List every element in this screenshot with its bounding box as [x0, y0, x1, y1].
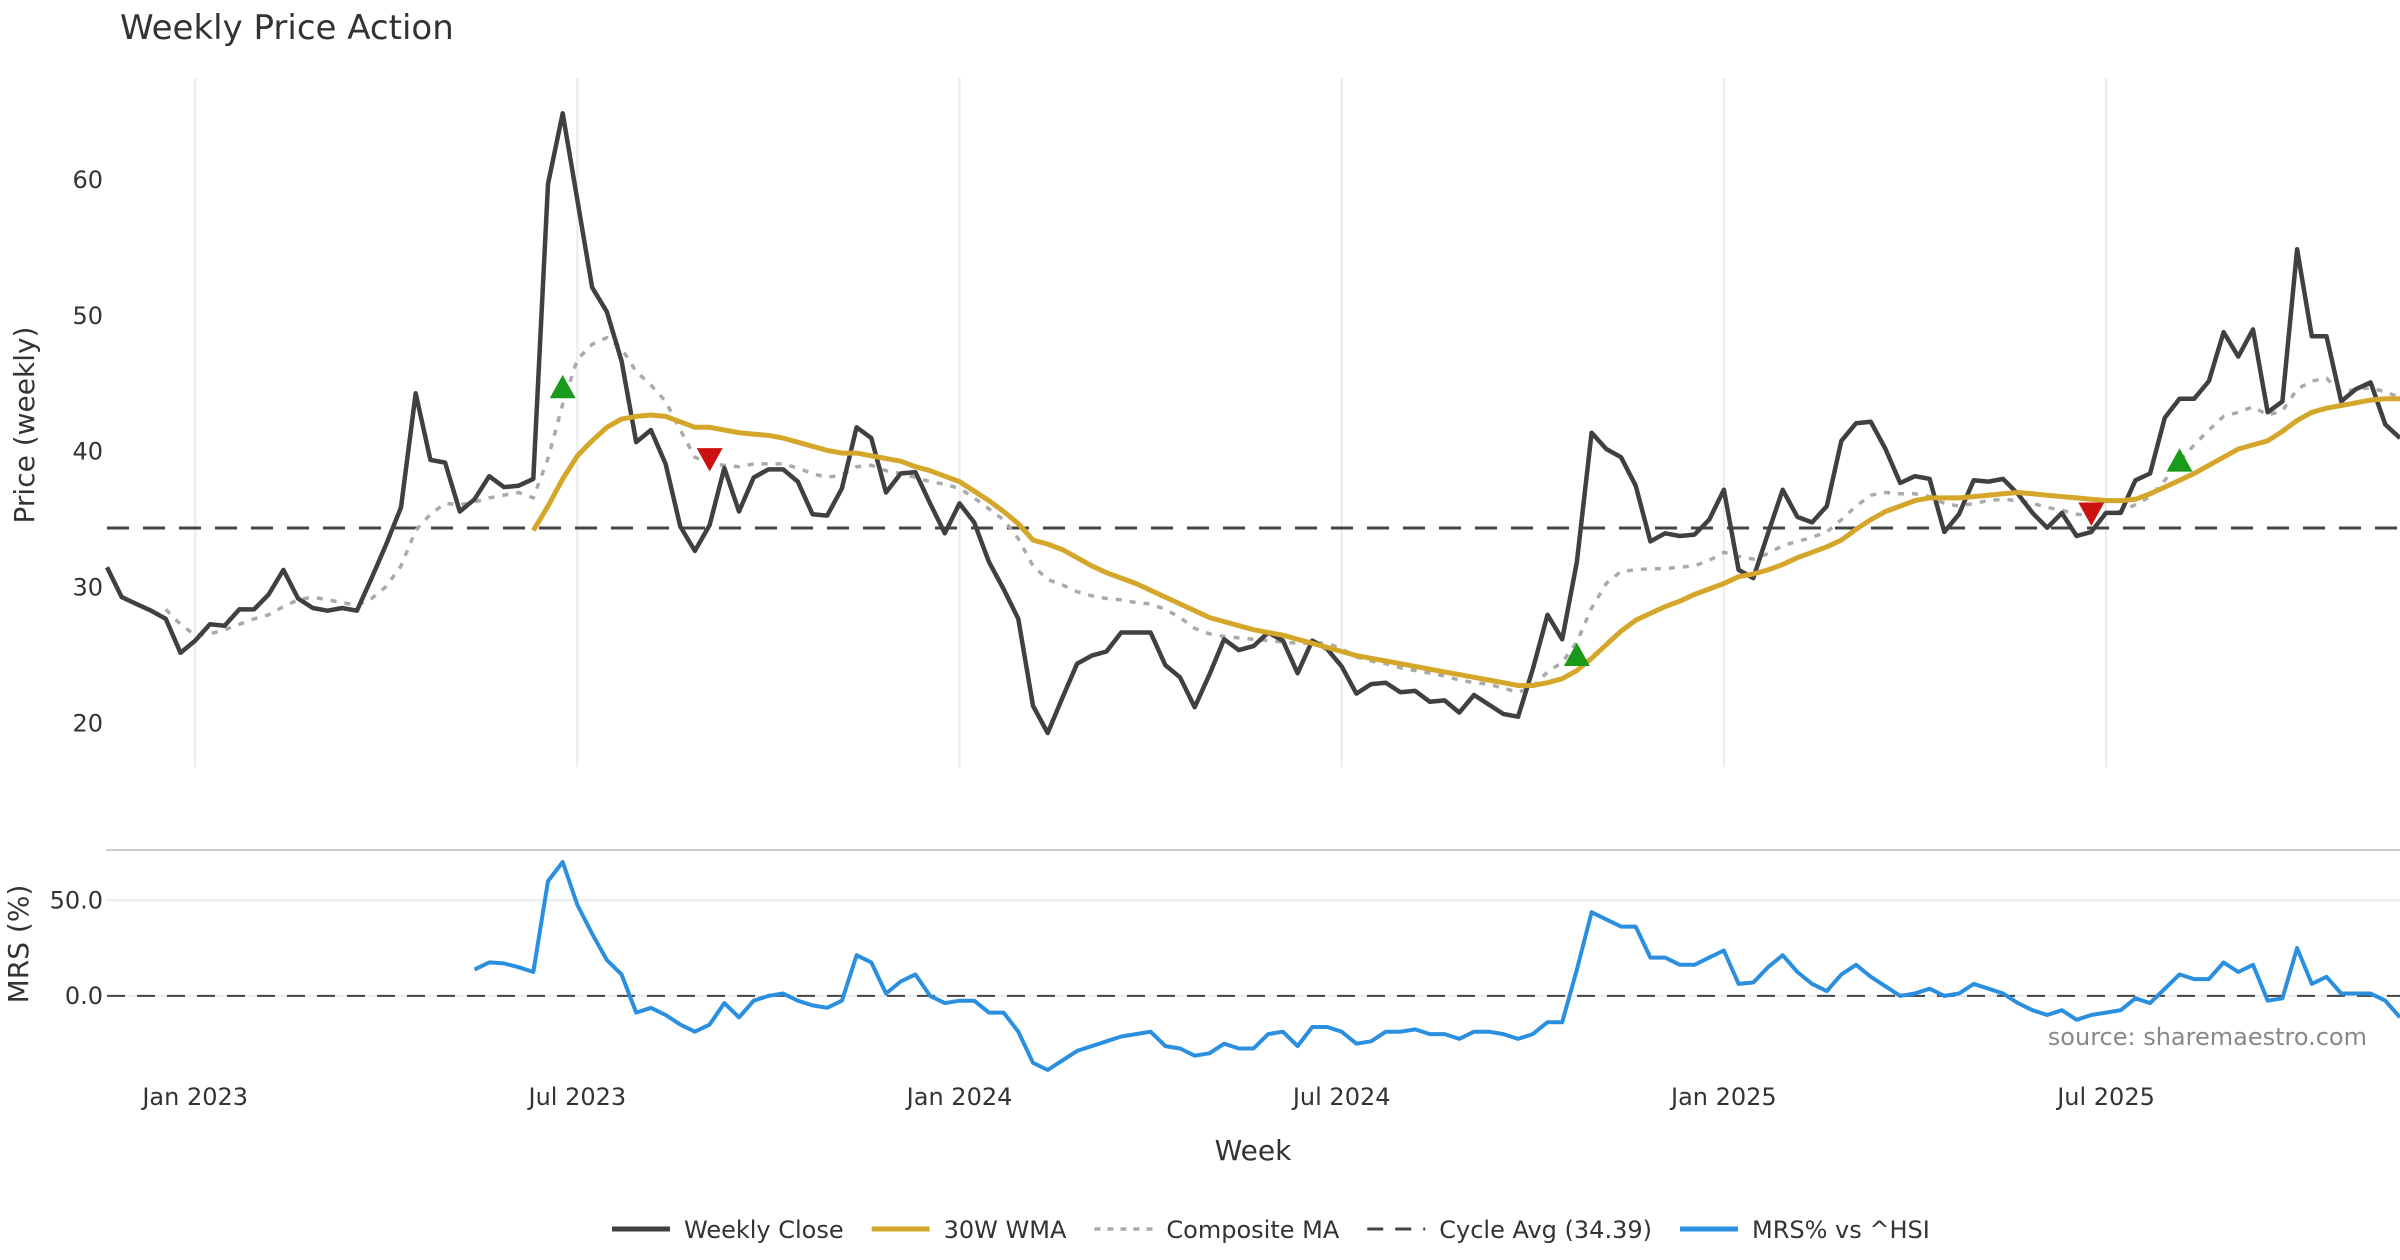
- x-tick-label: Jul 2024: [1291, 1083, 1391, 1111]
- main-series: [104, 111, 2400, 736]
- mrs-y-ticks: 0.0 50.0: [50, 886, 103, 1010]
- main-y-tick-label: 40: [72, 438, 103, 466]
- main-y-ticks: 20 30 40 50 60: [72, 166, 103, 738]
- buy-signal-marker: [549, 374, 576, 399]
- x-tick-label: Jan 2024: [905, 1083, 1013, 1111]
- main-y-tick-label: 50: [72, 302, 103, 330]
- x-tick-label: Jan 2023: [140, 1083, 248, 1111]
- series-line-2: [164, 335, 2400, 695]
- legend-label: MRS% vs ^HSI: [1752, 1216, 1930, 1244]
- legend-label: Cycle Avg (34.39): [1439, 1216, 1652, 1244]
- x-tick-label: Jul 2025: [2055, 1083, 2155, 1111]
- sell-signal-marker: [2078, 502, 2105, 526]
- main-y-tick-label: 20: [72, 710, 103, 738]
- mrs-series: [473, 860, 2400, 1072]
- mrs-y-tick-label: 0.0: [65, 982, 103, 1010]
- main-vertical-gridlines: [194, 78, 2108, 767]
- signal-markers: [549, 374, 2193, 666]
- x-tick-label: Jul 2023: [527, 1083, 627, 1111]
- mrs-series-line-0: [473, 860, 2400, 1072]
- buy-signal-marker: [2166, 448, 2193, 472]
- x-ticks: Jan 2023 Jul 2023 Jan 2024 Jul 2024 Jan 2025…: [140, 1083, 2155, 1111]
- mrs-y-axis-label: MRS (%): [2, 885, 35, 1004]
- main-y-tick-label: 60: [72, 166, 103, 194]
- legend-label: Composite MA: [1166, 1216, 1339, 1244]
- source-annotation: source: sharemaestro.com: [2048, 1023, 2367, 1051]
- x-tick-label: Jan 2025: [1669, 1083, 1777, 1111]
- chart-title: Weekly Price Action: [120, 8, 454, 48]
- main-y-tick-label: 30: [72, 574, 103, 602]
- series-line-1: [531, 396, 2400, 688]
- legend-label: Weekly Close: [684, 1216, 844, 1244]
- mrs-gridlines: [107, 899, 2400, 997]
- legend: Weekly Close 30W WMA Composite MA Cycle Avg…: [612, 1216, 1930, 1244]
- series-line-0: [104, 111, 2400, 736]
- mrs-y-tick-label: 50.0: [50, 886, 103, 914]
- buy-signal-marker: [1563, 642, 1590, 666]
- main-y-axis-label: Price (weekly): [8, 327, 41, 524]
- x-axis-label: Week: [1215, 1134, 1292, 1167]
- sell-signal-marker: [696, 448, 723, 472]
- legend-label: 30W WMA: [944, 1216, 1067, 1244]
